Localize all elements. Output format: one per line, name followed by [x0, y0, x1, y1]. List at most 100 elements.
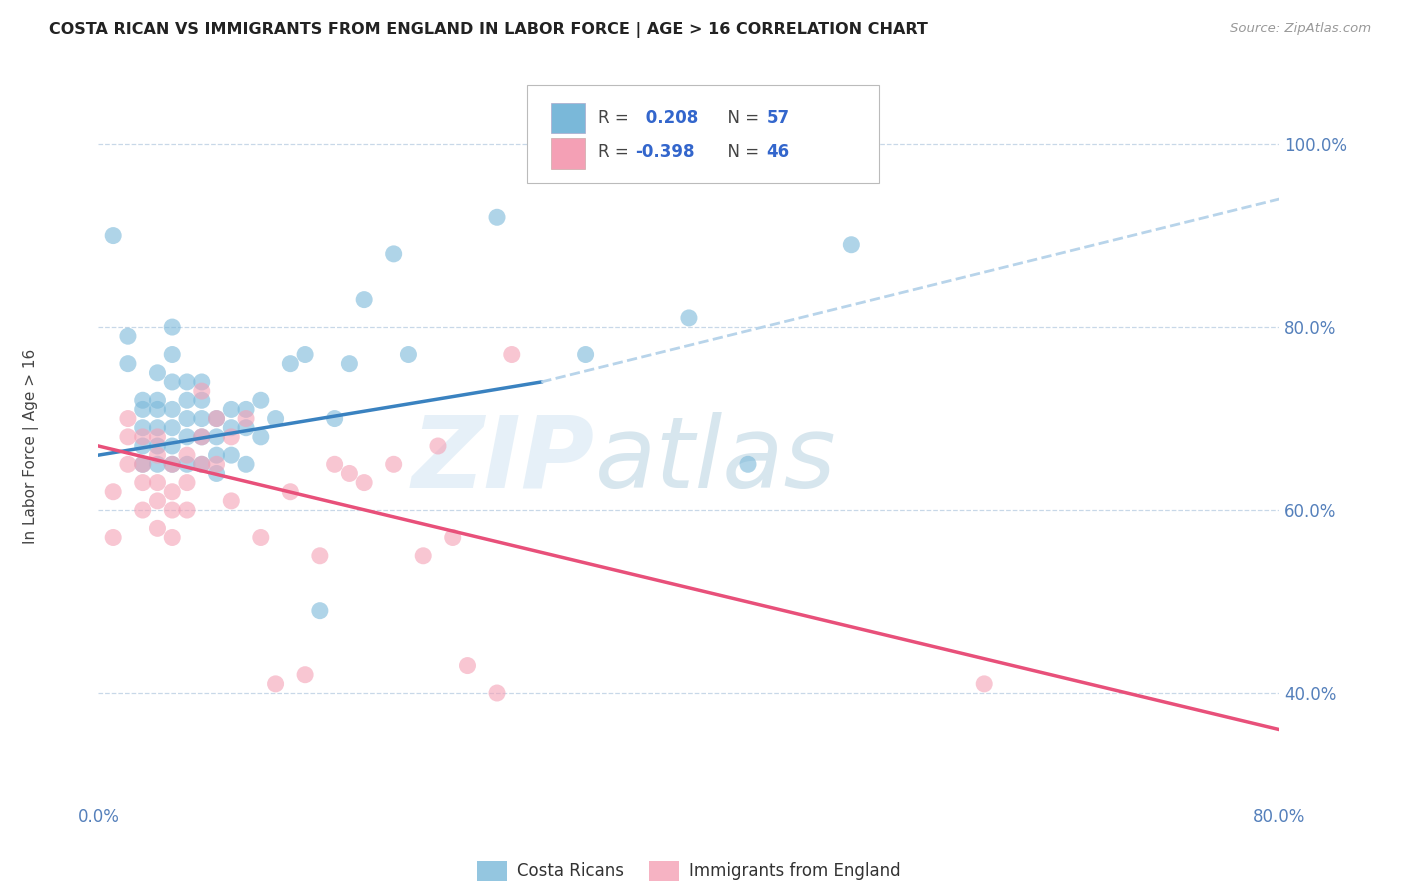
- Point: [235, 420, 257, 434]
- Text: 0.208: 0.208: [640, 109, 697, 127]
- Point: [191, 458, 214, 472]
- Point: [176, 475, 198, 490]
- Point: [176, 458, 198, 472]
- Point: [146, 430, 169, 444]
- Point: [737, 458, 759, 472]
- Point: [309, 604, 332, 618]
- Point: [382, 458, 405, 472]
- Point: [162, 458, 183, 472]
- Point: [176, 503, 198, 517]
- Point: [162, 347, 183, 361]
- Point: [294, 667, 316, 681]
- Text: R =: R =: [598, 143, 634, 161]
- Point: [191, 430, 214, 444]
- Point: [162, 402, 183, 417]
- Point: [162, 320, 183, 334]
- Point: [427, 439, 450, 453]
- Point: [353, 475, 375, 490]
- Point: [132, 439, 155, 453]
- Point: [250, 393, 273, 408]
- Point: [103, 228, 125, 243]
- Point: [162, 375, 183, 389]
- Point: [146, 439, 169, 453]
- Text: -0.398: -0.398: [636, 143, 695, 161]
- Point: [278, 357, 302, 371]
- Point: [132, 420, 155, 434]
- Point: [382, 247, 405, 261]
- Point: [396, 347, 419, 361]
- Point: [132, 503, 155, 517]
- Point: [219, 448, 242, 462]
- Point: [191, 384, 214, 398]
- Text: atlas: atlas: [595, 412, 837, 508]
- Point: [264, 411, 287, 425]
- Point: [574, 347, 596, 361]
- Point: [412, 549, 434, 563]
- Point: [191, 375, 214, 389]
- Point: [146, 475, 169, 490]
- Point: [1195, 805, 1218, 819]
- Point: [235, 402, 257, 417]
- Point: [176, 411, 198, 425]
- Point: [250, 531, 273, 545]
- Point: [132, 475, 155, 490]
- Point: [205, 430, 228, 444]
- Point: [117, 411, 139, 425]
- Point: [132, 402, 155, 417]
- Point: [278, 484, 302, 499]
- Point: [264, 677, 287, 691]
- Point: [353, 293, 375, 307]
- Point: [839, 237, 862, 252]
- Point: [486, 211, 509, 225]
- Point: [132, 458, 155, 472]
- Point: [309, 549, 332, 563]
- Point: [337, 467, 360, 481]
- Point: [146, 402, 169, 417]
- Point: [205, 458, 228, 472]
- Text: 57: 57: [766, 109, 789, 127]
- Point: [337, 357, 360, 371]
- Point: [441, 531, 464, 545]
- Point: [235, 411, 257, 425]
- Text: N =: N =: [717, 143, 765, 161]
- Point: [219, 420, 242, 434]
- Text: COSTA RICAN VS IMMIGRANTS FROM ENGLAND IN LABOR FORCE | AGE > 16 CORRELATION CHA: COSTA RICAN VS IMMIGRANTS FROM ENGLAND I…: [49, 22, 928, 38]
- Point: [103, 484, 125, 499]
- Point: [176, 393, 198, 408]
- Point: [176, 430, 198, 444]
- Point: [456, 658, 478, 673]
- Point: [146, 521, 169, 535]
- Point: [219, 430, 242, 444]
- Point: [678, 310, 700, 325]
- Point: [205, 411, 228, 425]
- Point: [323, 411, 346, 425]
- Point: [146, 366, 169, 380]
- Text: 46: 46: [766, 143, 789, 161]
- Point: [162, 439, 183, 453]
- Point: [191, 430, 214, 444]
- Point: [162, 484, 183, 499]
- Point: [117, 329, 139, 343]
- Point: [146, 458, 169, 472]
- Text: Source: ZipAtlas.com: Source: ZipAtlas.com: [1230, 22, 1371, 36]
- Text: In Labor Force | Age > 16: In Labor Force | Age > 16: [22, 349, 39, 543]
- Point: [132, 458, 155, 472]
- Point: [501, 347, 523, 361]
- Point: [132, 393, 155, 408]
- Point: [235, 458, 257, 472]
- Point: [132, 430, 155, 444]
- Point: [219, 402, 242, 417]
- Point: [162, 531, 183, 545]
- Point: [162, 503, 183, 517]
- Point: [250, 430, 273, 444]
- Point: [205, 411, 228, 425]
- Point: [117, 430, 139, 444]
- Text: N =: N =: [717, 109, 765, 127]
- Point: [191, 411, 214, 425]
- Text: ZIP: ZIP: [412, 412, 595, 508]
- Point: [191, 458, 214, 472]
- Point: [323, 458, 346, 472]
- Point: [294, 347, 316, 361]
- Point: [205, 448, 228, 462]
- Point: [973, 677, 995, 691]
